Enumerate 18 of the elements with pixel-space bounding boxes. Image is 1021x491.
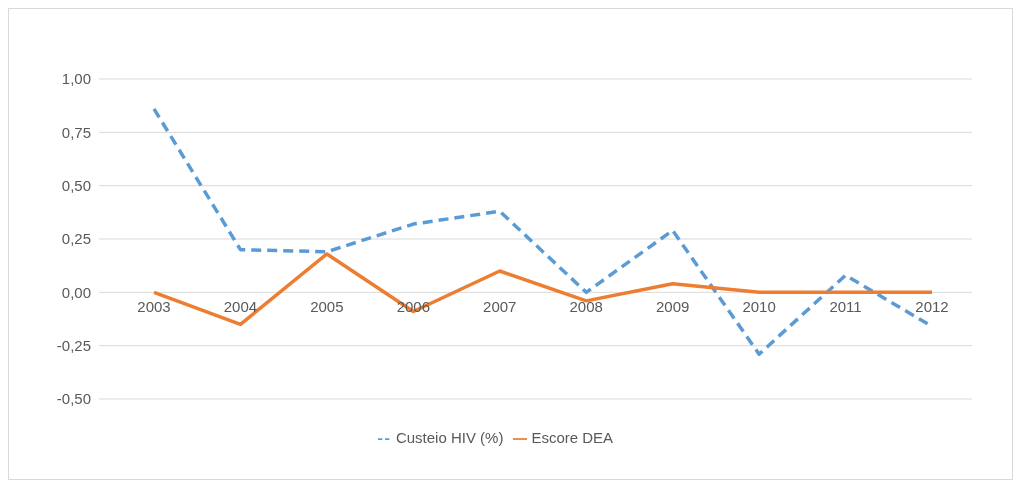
x-tick-label: 2012 (915, 298, 949, 316)
x-tick-label: 2003 (137, 298, 171, 316)
legend-label: Escore DEA (531, 429, 614, 446)
y-tick-label: 0,25 (61, 230, 91, 248)
x-tick-label: 2011 (829, 298, 862, 316)
x-tick-label: 2004 (223, 298, 258, 316)
legend-label: Custeio HIV (%) (395, 429, 504, 446)
y-tick-label: -0,25 (56, 336, 91, 354)
x-tick-label: 2008 (569, 298, 603, 316)
x-tick-label: 2005 (310, 298, 344, 316)
y-tick-label: 1,00 (61, 70, 91, 88)
x-tick-label: 2007 (483, 298, 517, 316)
x-tick-label: 2010 (742, 298, 776, 316)
y-tick-label: 0,00 (61, 283, 91, 301)
x-tick-label: 2009 (655, 298, 690, 316)
y-tick-label: 0,75 (61, 123, 91, 141)
y-tick-label: 0,50 (61, 176, 91, 194)
y-tick-label: -0,50 (56, 390, 91, 408)
